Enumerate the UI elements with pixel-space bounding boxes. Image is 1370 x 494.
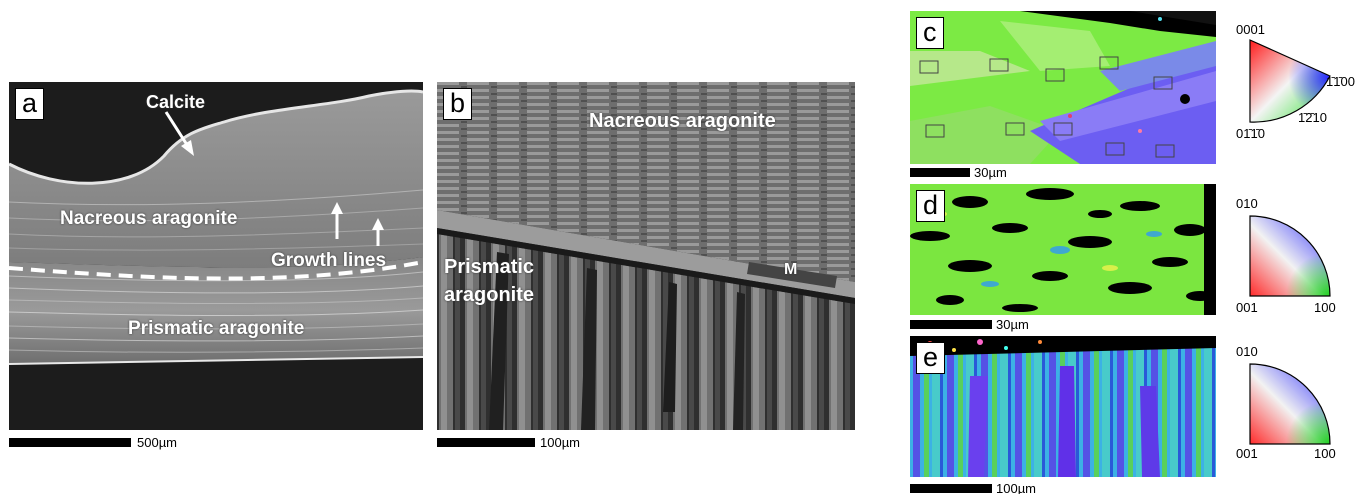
ipf-e-001-label: 001 — [1236, 446, 1258, 461]
panel-a-micrograph — [9, 82, 423, 430]
panel-d-label: d — [916, 190, 946, 222]
panel-e-ebsd-map: e — [910, 336, 1216, 477]
ipf-d-010-label: 010 — [1236, 196, 1258, 211]
aragonite-b-label: aragonite — [444, 284, 535, 306]
ipf-e-010-label: 010 — [1236, 344, 1258, 359]
calcite-label: Calcite — [146, 92, 206, 112]
panel-d-orientation-map — [910, 184, 1216, 315]
ipf-key-e — [1249, 363, 1331, 445]
panel-e-scale-bar — [910, 484, 992, 493]
panel-a-label: a — [15, 88, 45, 120]
panel-c-orientation-map — [910, 11, 1216, 164]
panel-d-scale-bar — [910, 320, 992, 329]
panel-a-sem-image: a Calcite Nacreous aragonite Growth line… — [9, 82, 423, 430]
panel-c-label: c — [916, 17, 944, 49]
nacreous-aragonite-b-label: Nacreous aragonite — [589, 110, 776, 132]
panel-c-scale-bar — [910, 168, 970, 177]
m-label: M — [784, 261, 798, 278]
ipf-c-1-100-label: 1̄1̄00 — [1326, 74, 1355, 89]
ipf-e-100-label: 100 — [1314, 446, 1336, 461]
panel-b-micrograph — [437, 82, 855, 430]
prismatic-b-label: Prismatic — [444, 256, 535, 278]
panel-b-scale-bar — [437, 438, 535, 447]
panel-c-scale-label: 30µm — [974, 165, 1007, 180]
panel-b-scale-label: 100µm — [540, 435, 581, 450]
ipf-c-0001-label: 0001 — [1236, 22, 1265, 37]
panel-a-scale-bar — [9, 438, 131, 447]
nacreous-aragonite-label: Nacreous aragonite — [60, 208, 238, 229]
ipf-d-100-label: 100 — [1314, 300, 1336, 315]
panel-e-scale-label: 100µm — [996, 481, 1037, 494]
panel-d-scale-label: 30µm — [996, 317, 1029, 332]
panel-b-label: b — [443, 88, 473, 120]
ipf-key-c — [1249, 39, 1331, 123]
panel-b-sem-image: b Nacreous aragonite Prismatic aragonite… — [437, 82, 855, 430]
ipf-d-001-label: 001 — [1236, 300, 1258, 315]
prismatic-aragonite-label: Prismatic aragonite — [128, 318, 305, 339]
panel-e-orientation-map — [910, 336, 1216, 477]
panel-c-ebsd-map: c — [910, 11, 1216, 164]
panel-e-label: e — [916, 342, 946, 374]
ipf-c-01-10-label: 01̄1̄0 — [1236, 126, 1265, 141]
panel-d-ebsd-map: d — [910, 184, 1216, 315]
ipf-key-d — [1249, 215, 1331, 297]
panel-a-scale-label: 500µm — [137, 435, 178, 450]
ipf-c-1-210-label: 1̄2̄10 — [1298, 110, 1327, 125]
growth-lines-label: Growth lines — [271, 250, 387, 271]
